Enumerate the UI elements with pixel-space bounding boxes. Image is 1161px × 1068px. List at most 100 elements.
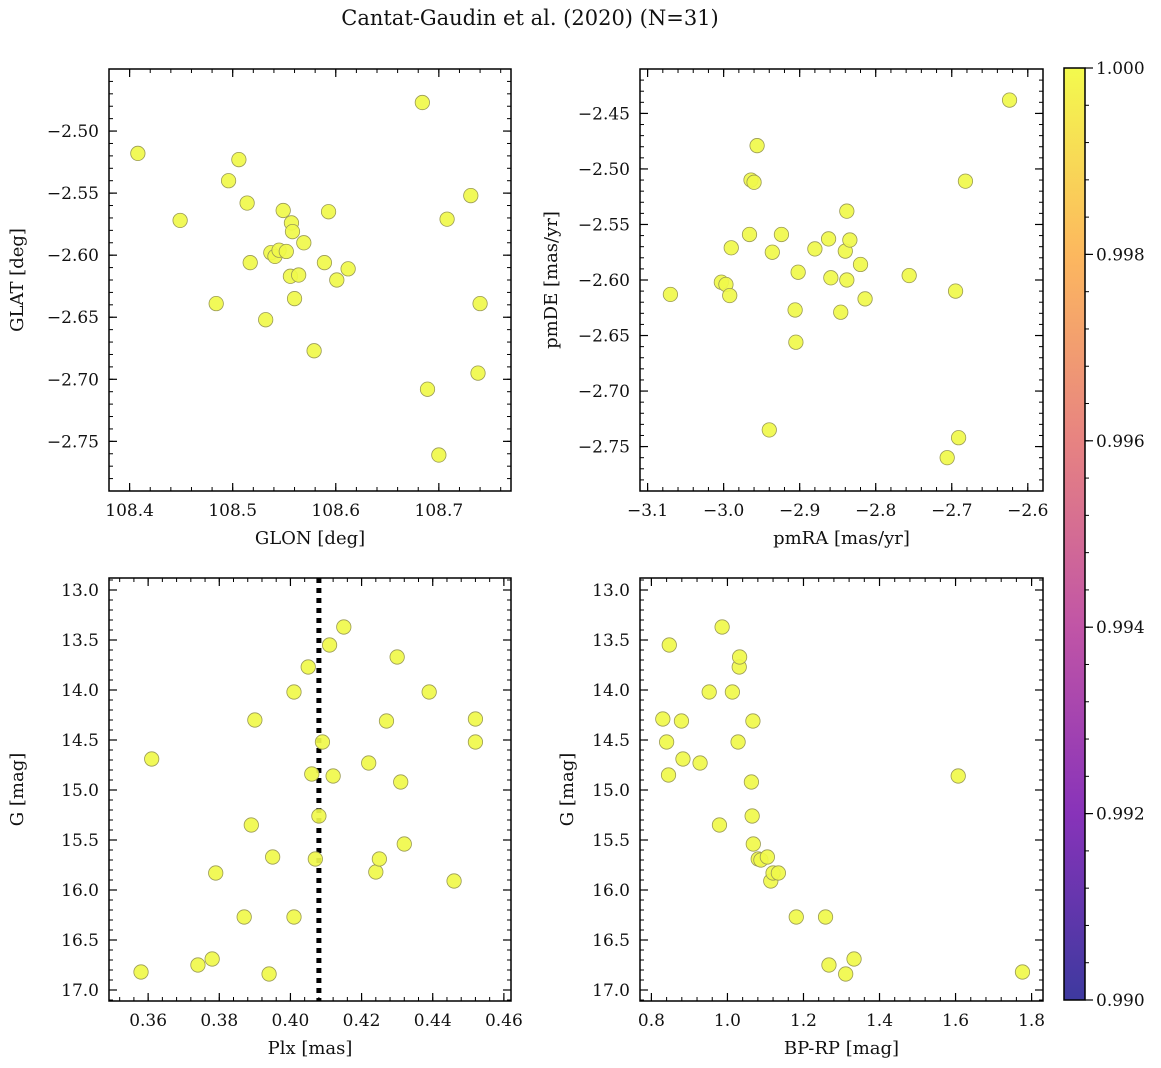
data-point: [1001, 92, 1018, 108]
x-tick-label: 1.6: [942, 1011, 969, 1031]
data-point: [821, 957, 837, 973]
data-point: [823, 270, 839, 286]
data-point: [764, 244, 780, 260]
x-tick-label: 1.8: [1018, 1011, 1045, 1031]
data-point: [296, 235, 312, 251]
data-point: [361, 755, 377, 771]
data-point: [722, 287, 738, 304]
data-point: [745, 713, 761, 729]
data-point: [265, 849, 281, 865]
y-tick-label: −2.75: [578, 438, 630, 458]
y-tick-label: 17.0: [592, 981, 630, 1001]
data-point: [396, 836, 412, 852]
data-point: [463, 188, 479, 204]
data-point: [661, 637, 677, 653]
x-tick-label: −2.6: [1007, 501, 1048, 521]
data-point: [788, 909, 804, 925]
data-point: [286, 909, 302, 925]
data-point: [311, 808, 327, 824]
data-point: [133, 964, 149, 980]
data-point: [472, 295, 488, 312]
y-tick-label: −2.50: [47, 122, 99, 142]
data-point: [467, 711, 484, 727]
x-tick-label: 0.46: [485, 1011, 523, 1031]
y-tick-label: 13.0: [61, 581, 99, 601]
y-tick-label: 14.5: [61, 731, 99, 751]
data-point: [714, 619, 730, 635]
x-tick-label: −2.8: [855, 501, 896, 521]
data-point: [839, 203, 855, 219]
y-tick-label: 13.5: [61, 631, 99, 651]
data-point: [208, 295, 224, 312]
y-tick-label: 14.0: [61, 681, 99, 701]
x-axis-label: pmRA [mas/yr]: [773, 528, 910, 549]
data-point: [446, 873, 462, 889]
data-point: [820, 231, 837, 247]
data-point: [839, 272, 855, 288]
data-point: [307, 851, 323, 867]
colorbar: 0.990 0.992 0.994 0.996 0.998 1.000: [1063, 59, 1145, 1011]
panel-pos: 108.4 108.5 108.6 108.7 −2.50 −2.55 −2.60 −2.65…: [7, 68, 512, 549]
data-point: [723, 240, 739, 256]
data-point: [336, 619, 352, 635]
data-point: [662, 286, 679, 303]
data-point: [258, 312, 274, 328]
data-point: [745, 836, 761, 852]
data-point: [770, 865, 786, 881]
y-tick-label: −2.60: [47, 246, 99, 266]
data-point: [431, 447, 447, 463]
data-point: [675, 751, 691, 767]
data-point: [378, 713, 395, 729]
data-point: [759, 849, 775, 865]
data-point: [659, 734, 675, 750]
colorbar-frame: [1063, 67, 1086, 1001]
data-point: [790, 264, 806, 280]
data-point: [393, 774, 409, 790]
data-point: [807, 241, 823, 257]
y-tick-label: −2.70: [47, 370, 99, 390]
y-tick-label: 17.0: [61, 981, 99, 1001]
y-tick-label: 14.0: [592, 681, 630, 701]
data-point: [817, 909, 834, 925]
data-point: [950, 430, 967, 446]
x-tick-label: 0.44: [414, 1011, 452, 1031]
y-tick-label: −2.65: [578, 327, 630, 347]
data-point: [419, 381, 436, 397]
data-point: [329, 272, 345, 288]
data-point: [833, 304, 849, 320]
data-point: [467, 734, 484, 750]
data-point: [316, 255, 333, 271]
y-axis-label: GLAT [deg]: [7, 228, 28, 332]
y-axis-label: G [mag]: [557, 753, 578, 826]
y-tick-label: 15.0: [592, 781, 630, 801]
data-point: [655, 711, 671, 727]
data-point: [730, 734, 746, 750]
data-point: [950, 768, 966, 784]
data-point: [732, 649, 748, 665]
data-point: [220, 173, 237, 189]
data-point: [278, 243, 294, 260]
x-tick-label: 108.5: [208, 501, 257, 521]
x-tick-label: 108.6: [311, 501, 360, 521]
data-point: [286, 684, 302, 700]
data-point: [208, 865, 224, 881]
data-point: [852, 256, 869, 273]
data-point: [701, 684, 717, 700]
data-point: [321, 637, 338, 653]
x-tick-label: 0.8: [638, 1011, 665, 1031]
data-point: [247, 712, 263, 728]
colorbar-tick-label: 0.996: [1096, 432, 1145, 452]
data-point: [673, 713, 690, 729]
data-point: [340, 261, 356, 277]
x-tick-label: −2.9: [779, 501, 820, 521]
data-point: [761, 422, 777, 438]
data-point: [773, 226, 790, 243]
axes-frame: [639, 577, 1044, 1002]
data-point: [660, 767, 677, 783]
data-point: [846, 951, 862, 967]
x-tick-label: 0.40: [272, 1011, 310, 1031]
data-point: [284, 223, 301, 240]
data-point: [749, 138, 765, 154]
data-point: [741, 226, 758, 243]
colorbar-tick-label: 0.992: [1096, 805, 1145, 825]
